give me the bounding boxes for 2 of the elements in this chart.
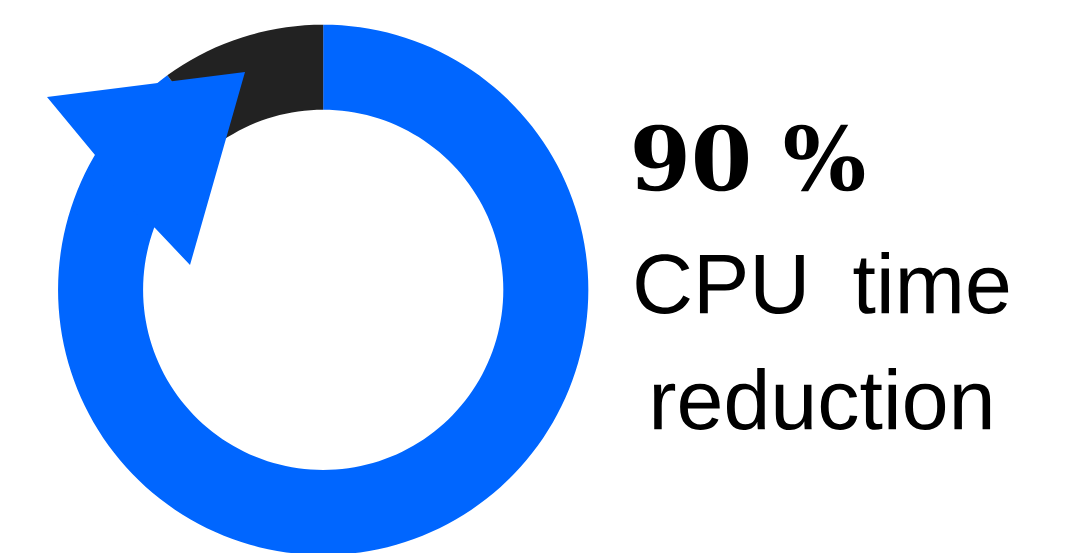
text: CPU time reduction <box>636 251 1009 431</box>
text: 90 % <box>634 124 865 192</box>
